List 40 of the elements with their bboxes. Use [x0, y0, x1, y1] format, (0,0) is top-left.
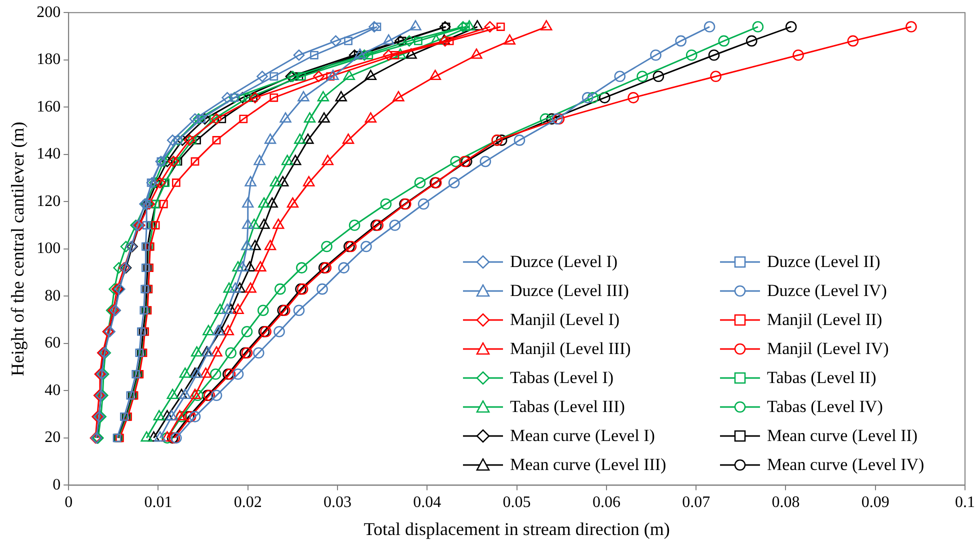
- legend-label: Tabas (Level III): [510, 396, 625, 416]
- legend-label: Tabas (Level I): [510, 368, 614, 388]
- y-tick-label: 20: [44, 429, 61, 446]
- legend-label: Mean curve (Level IV): [767, 454, 924, 474]
- y-tick-label: 120: [36, 192, 61, 210]
- y-tick-label: 60: [44, 334, 61, 352]
- legend-label: Duzce (Level III): [510, 280, 629, 300]
- legend-label: Mean curve (Level II): [767, 426, 918, 446]
- x-tick-label: 0: [64, 494, 73, 512]
- y-tick-label: 180: [36, 51, 61, 68]
- y-tick-label: 40: [44, 382, 61, 399]
- x-tick-label: 0.01: [144, 494, 172, 512]
- legend-label: Manjil (Level IV): [767, 338, 889, 358]
- legend-label: Manjil (Level I): [510, 310, 620, 330]
- legend-label: Manjil (Level III): [510, 338, 631, 358]
- legend-label: Tabas (Level IV): [767, 396, 883, 416]
- y-tick-label: 160: [36, 98, 61, 116]
- x-tick-label: 0.08: [772, 494, 800, 512]
- legend-label: Tabas (Level II): [767, 368, 876, 388]
- y-tick-label: 100: [36, 240, 61, 258]
- x-tick-label: 0.05: [502, 494, 531, 512]
- legend-label: Duzce (Level II): [767, 252, 880, 272]
- legend-label: Manjil (Level II): [767, 310, 882, 330]
- y-tick-label: 140: [36, 146, 61, 163]
- y-tick-label: 0: [52, 476, 61, 494]
- x-tick-label: 0.09: [861, 494, 890, 512]
- legend-label: Mean curve (Level III): [510, 454, 666, 474]
- y-axis-title: Height of the central cantilever (m): [8, 122, 28, 376]
- x-axis-title: Total displacement in stream direction (m): [364, 518, 670, 539]
- x-tick-label: 0.1: [955, 494, 975, 512]
- legend-label: Duzce (Level I): [510, 252, 618, 272]
- x-tick-label: 0.03: [324, 494, 352, 512]
- x-tick-label: 0.02: [234, 494, 262, 512]
- x-tick-label: 0.07: [682, 494, 710, 512]
- legend-label: Duzce (Level IV): [767, 280, 887, 300]
- y-tick-label: 200: [36, 4, 61, 21]
- x-tick-label: 0.04: [413, 494, 442, 512]
- legend-label: Mean curve (Level I): [510, 426, 655, 446]
- x-tick-label: 0.06: [592, 494, 620, 512]
- y-tick-label: 80: [44, 287, 61, 304]
